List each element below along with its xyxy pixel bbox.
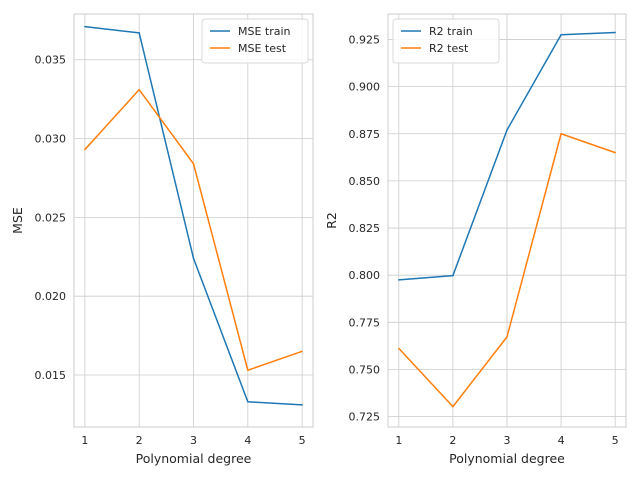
data-point xyxy=(84,25,86,28)
y-axis-label: MSE xyxy=(10,207,25,234)
y-tick-label: 0.025 xyxy=(35,211,67,224)
y-tick-label: 0.900 xyxy=(349,81,381,94)
plot-frame xyxy=(387,13,627,428)
data-point xyxy=(138,88,140,91)
data-point xyxy=(138,32,140,34)
data-point xyxy=(614,31,616,34)
legend-label: MSE test xyxy=(238,42,287,55)
data-point xyxy=(247,401,249,403)
data-point xyxy=(452,405,454,408)
y-tick-label: 0.825 xyxy=(349,222,381,235)
data-point xyxy=(398,347,400,350)
data-point xyxy=(301,350,303,353)
y-tick-label: 0.015 xyxy=(35,369,67,382)
x-tick-label: 1 xyxy=(395,434,402,447)
x-tick-label: 2 xyxy=(136,434,143,447)
y-tick-label: 0.800 xyxy=(349,269,381,282)
x-tick-label: 5 xyxy=(612,434,619,447)
data-point xyxy=(192,163,195,165)
y-tick-label: 0.775 xyxy=(349,316,381,329)
y-tick-label: 0.020 xyxy=(35,290,67,303)
legend-box xyxy=(201,18,309,64)
x-tick-label: 4 xyxy=(244,434,251,447)
legend-box xyxy=(392,18,500,64)
x-tick-label: 5 xyxy=(299,434,306,447)
chart-panel-2: 0.725 0.750 0.775 0.800 0.825 0.850 0.875 0.900… xyxy=(324,13,627,466)
x-tick-label: 2 xyxy=(449,434,456,447)
y-tick-label: 0.725 xyxy=(349,411,381,424)
data-point xyxy=(301,404,303,406)
y-tick-label: 0.750 xyxy=(349,363,381,376)
y-tick-label: 0.035 xyxy=(35,54,67,67)
data-point xyxy=(560,33,562,36)
x-axis-label: Polynomial degree xyxy=(449,451,565,466)
legend: MSE train MSE test xyxy=(201,18,309,64)
plot-frame xyxy=(73,13,314,428)
x-tick-label: 3 xyxy=(190,434,197,447)
x-axis-label: Polynomial degree xyxy=(136,451,252,466)
x-tick-label: 4 xyxy=(558,434,565,447)
data-point xyxy=(398,279,400,281)
data-point xyxy=(614,151,616,154)
y-tick-label: 0.925 xyxy=(349,33,381,46)
data-point xyxy=(84,148,86,151)
data-point xyxy=(247,369,249,372)
y-tick-label: 0.030 xyxy=(35,133,67,146)
chart-panel-1: 0.015 0.020 0.025 0.030 0.035 1 2 3 4 5 Polynomial… xyxy=(10,13,314,466)
legend: R2 train R2 test xyxy=(392,18,500,64)
legend-label: MSE train xyxy=(238,25,291,38)
legend-label: R2 train xyxy=(429,25,473,38)
y-tick-label: 0.875 xyxy=(349,128,381,141)
data-point xyxy=(192,257,195,260)
data-point xyxy=(452,274,454,277)
data-point xyxy=(506,129,508,131)
legend-label: R2 test xyxy=(429,42,469,55)
x-tick-label: 3 xyxy=(504,434,511,447)
x-tick-label: 1 xyxy=(81,434,88,447)
data-point xyxy=(560,133,562,135)
y-tick-label: 0.850 xyxy=(349,175,381,188)
y-axis-label: R2 xyxy=(324,212,339,229)
data-point xyxy=(506,336,508,338)
